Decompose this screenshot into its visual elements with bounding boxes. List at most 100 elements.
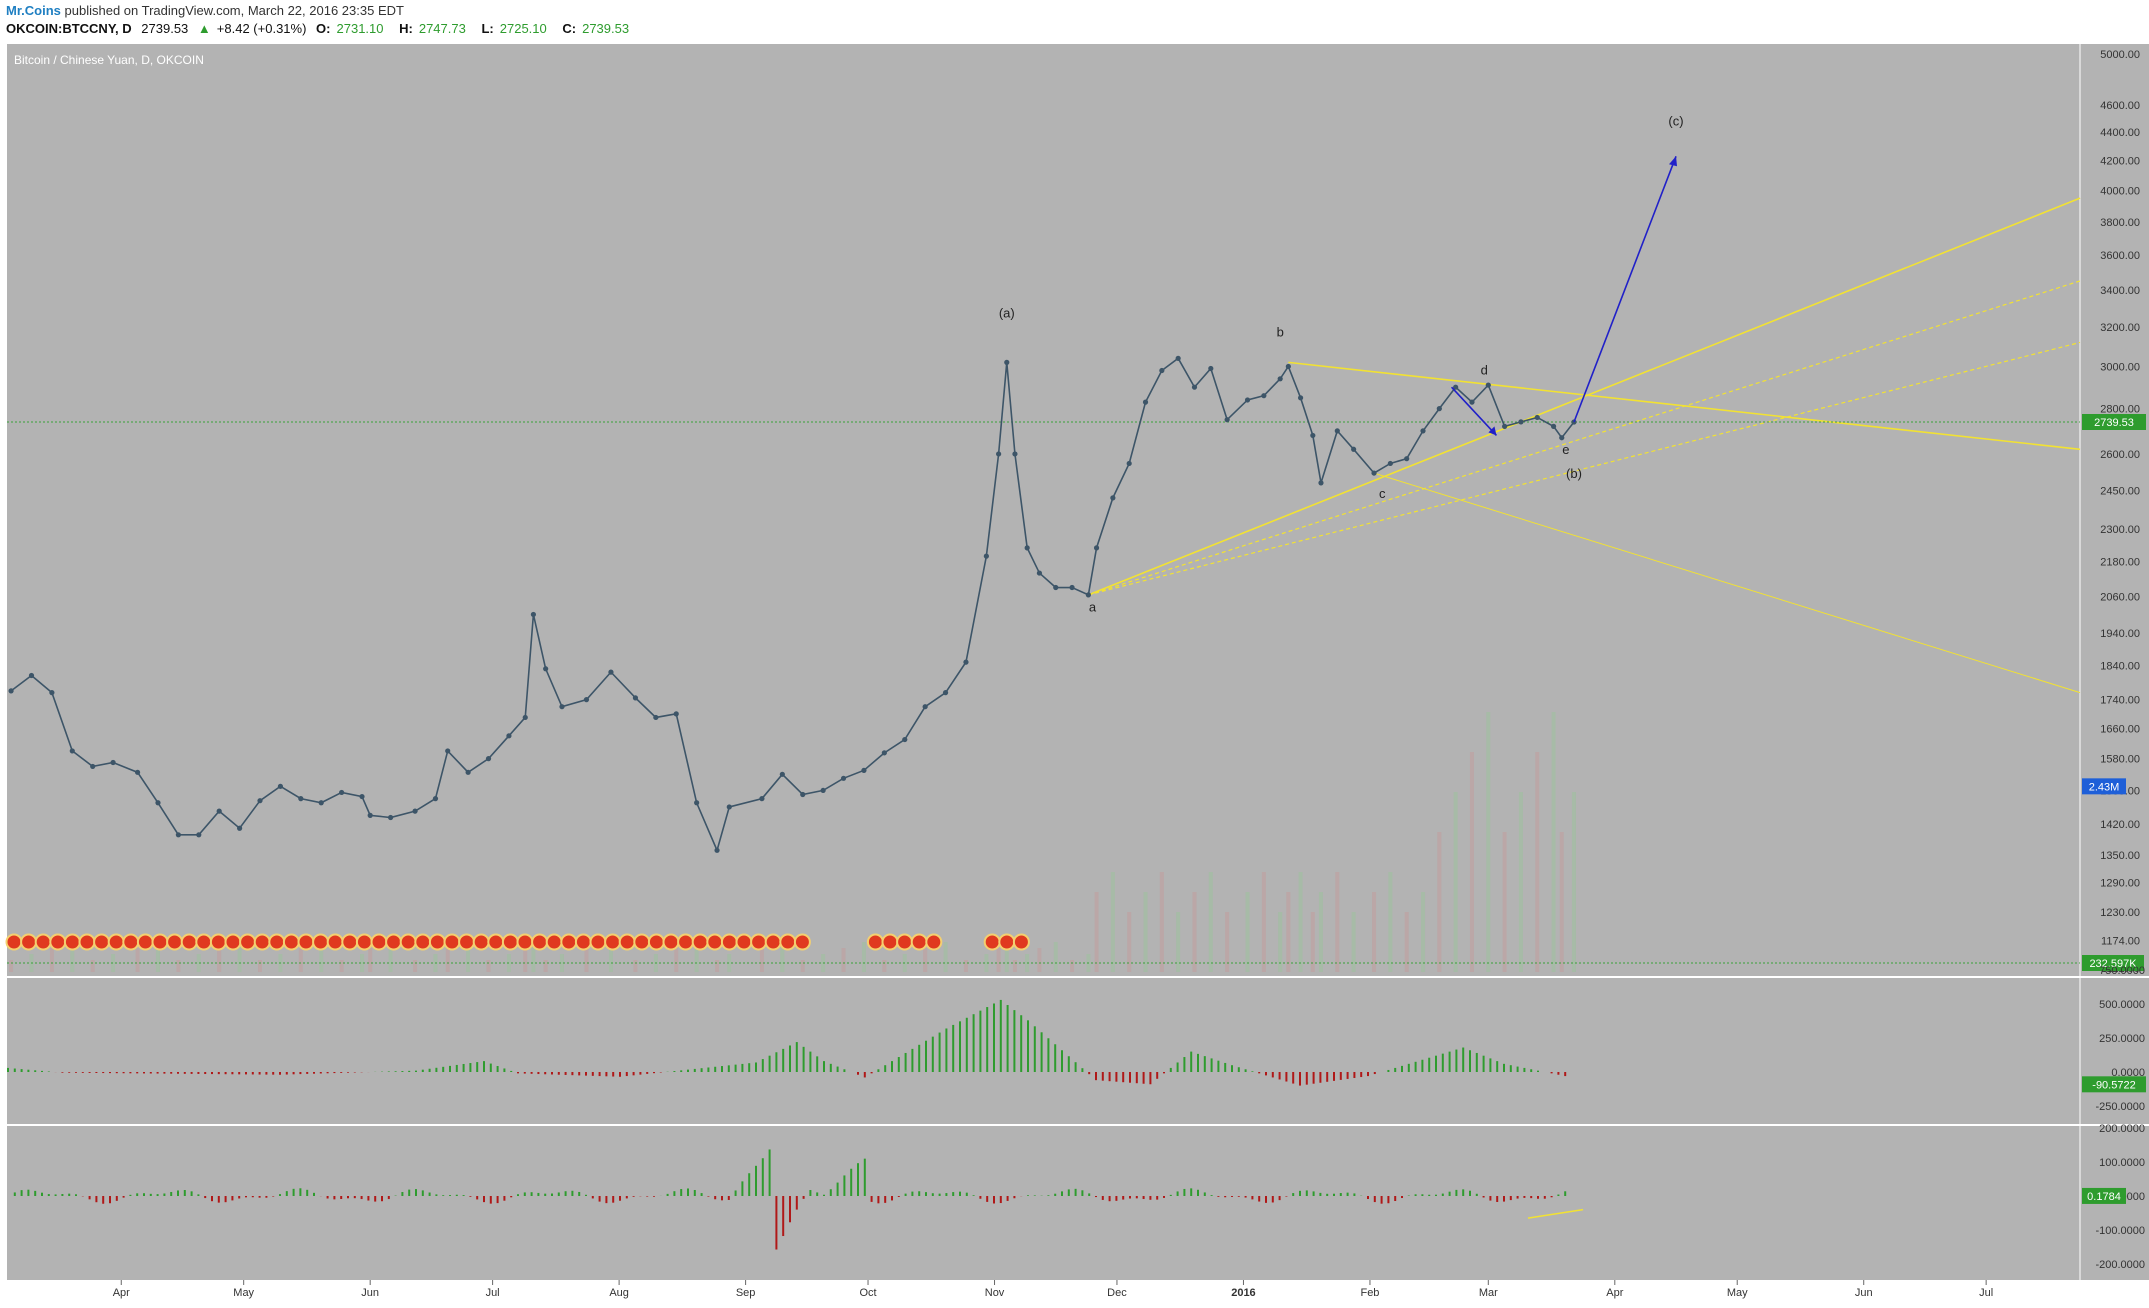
event-marker-icon	[720, 933, 738, 951]
change-value: +8.42 (+0.31%)	[216, 21, 307, 36]
volume-bar	[413, 960, 418, 972]
price-point	[1142, 399, 1149, 405]
event-marker-icon	[49, 933, 67, 951]
macd-bar	[61, 1072, 64, 1073]
osc-bar	[1027, 1195, 1029, 1196]
osc-bar	[673, 1191, 676, 1196]
price-point	[1310, 432, 1316, 439]
osc-bar	[972, 1195, 975, 1196]
osc-bar	[1428, 1194, 1431, 1196]
macd-bar	[313, 1072, 315, 1074]
volume-bar	[1127, 912, 1132, 972]
osc-bar	[850, 1168, 853, 1196]
osc-divergence-line	[1527, 1208, 1584, 1219]
osc-bar	[1475, 1193, 1478, 1196]
price-point	[1208, 365, 1214, 372]
price-point	[1453, 384, 1459, 390]
osc-bar	[238, 1196, 241, 1199]
price-point	[1518, 419, 1524, 425]
volume-bar	[1159, 872, 1164, 972]
osc-bar	[245, 1196, 247, 1198]
price-point	[902, 736, 908, 743]
osc-bar	[197, 1194, 200, 1196]
osc-bar	[435, 1194, 438, 1196]
osc-bar	[870, 1196, 873, 1202]
price-point	[432, 796, 439, 802]
price-point	[1297, 395, 1304, 401]
price-axis-bg	[2080, 44, 2149, 1280]
osc-bar	[47, 1194, 50, 1196]
osc-bar	[1135, 1196, 1138, 1199]
osc-bar	[959, 1191, 961, 1196]
price-point	[1351, 446, 1357, 452]
wave-label: e	[1562, 442, 1569, 457]
price-point	[485, 756, 492, 762]
macd-bar	[81, 1072, 84, 1073]
macd-bar	[1149, 1072, 1152, 1085]
osc-bar	[897, 1196, 900, 1197]
event-marker-icon	[896, 933, 914, 951]
price-point	[412, 808, 418, 814]
price-point	[1534, 414, 1540, 421]
macd-bar	[306, 1072, 309, 1074]
macd-pane-bg	[7, 978, 2080, 1124]
price-point	[861, 767, 867, 773]
macd-bar	[823, 1061, 825, 1072]
osc-last-tag	[2082, 1187, 2126, 1204]
osc-last-tag-label: 0.1784	[2087, 1191, 2121, 1203]
price-point	[69, 748, 75, 754]
osc-bar	[829, 1189, 832, 1196]
x-tick-label: Jun	[361, 1287, 379, 1299]
author-link[interactable]: Mr.Coins	[6, 3, 61, 18]
osc-bar	[313, 1192, 315, 1196]
price-point	[800, 791, 806, 798]
osc-bar	[693, 1189, 696, 1196]
event-marker-icon	[691, 933, 709, 951]
macd-bar	[251, 1072, 254, 1075]
publish-text: published on TradingView.com, March 22, …	[64, 3, 404, 18]
osc-bar	[863, 1158, 866, 1196]
volume-bar	[70, 942, 75, 972]
macd-bar	[782, 1048, 785, 1072]
x-tick-label: Sep	[736, 1287, 756, 1299]
volume-bar	[1437, 832, 1442, 972]
macd-bar	[1387, 1069, 1390, 1072]
osc-bar	[802, 1196, 805, 1199]
macd-bar	[88, 1072, 91, 1073]
macd-bar	[442, 1066, 445, 1072]
macd-bar	[190, 1072, 193, 1074]
event-marker-icon	[428, 933, 446, 951]
osc-bar	[925, 1192, 927, 1196]
macd-bar	[1271, 1072, 1274, 1078]
macd-bar	[197, 1072, 200, 1074]
price-point	[318, 800, 324, 806]
macd-bar	[755, 1062, 757, 1072]
osc-bar	[809, 1190, 812, 1196]
event-marker-icon	[107, 933, 125, 951]
macd-bar	[496, 1066, 499, 1072]
volume-bar	[1421, 892, 1426, 972]
macd-bar	[591, 1072, 594, 1076]
event-marker-icon	[750, 933, 768, 951]
macd-bar	[789, 1045, 791, 1072]
price-tick-label: 1174.00	[2101, 935, 2140, 947]
macd-bar	[1081, 1068, 1084, 1072]
macd-tick-label: 0.0000	[2111, 1067, 2145, 1079]
osc-bar	[687, 1188, 689, 1196]
last-price-tag	[2082, 413, 2146, 430]
volume-bar	[1453, 792, 1458, 972]
osc-bar	[1006, 1196, 1009, 1201]
price-point	[583, 697, 590, 703]
macd-bar	[925, 1040, 927, 1072]
chart-canvas[interactable]: Bitcoin / Chinese Yuan, D, OKCOIN 5000.00…	[0, 40, 2149, 1308]
osc-bar	[904, 1193, 907, 1196]
osc-bar	[88, 1196, 91, 1200]
osc-bar	[551, 1193, 553, 1196]
wave-label: d	[1481, 363, 1488, 378]
event-marker-icon	[735, 933, 753, 951]
macd-last-tag-label: -90.5722	[2092, 1079, 2135, 1091]
macd-bar	[1373, 1072, 1376, 1075]
x-tick-label: Aug	[609, 1287, 629, 1299]
trendline	[1088, 280, 2081, 596]
price-point	[694, 800, 700, 806]
